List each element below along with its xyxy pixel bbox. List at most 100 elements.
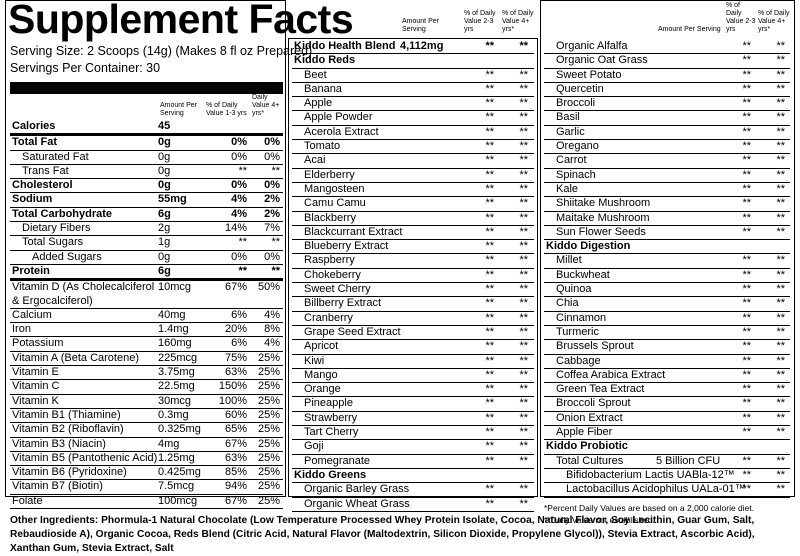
amount: 0g [158, 136, 171, 149]
nutrient-name: Apple Powder [304, 111, 373, 124]
daily-value: ** [519, 283, 528, 296]
daily-value: 63% [224, 451, 247, 464]
column-3: Amount Per Serving % of Daily Value 2-3 y… [544, 2, 790, 526]
nutrient-row: Pineapple ** ** [292, 397, 534, 412]
daily-value: ** [485, 426, 494, 439]
nutrient-row: Broccoli ** ** [544, 97, 790, 112]
amount: 55mg [158, 193, 187, 206]
nutrient-row: Iron 1.4mg 20% 8% [10, 323, 283, 338]
daily-value: 4% [264, 308, 280, 321]
daily-value: ** [485, 225, 494, 238]
daily-value: ** [519, 225, 528, 238]
nutrient-name: Vitamin B5 (Pantothenic Acid) [12, 451, 158, 464]
nutrient-row: Orange ** ** [292, 383, 534, 398]
nutrient-row: Apple ** ** [292, 97, 534, 112]
nutrient-row: Shiitake Mushroom ** ** [544, 197, 790, 212]
amount: 40mg [158, 308, 186, 321]
amount: 100mcg [158, 494, 198, 507]
daily-value: ** [485, 397, 494, 410]
nutrient-row: Blackberry ** ** [292, 212, 534, 226]
daily-value: ** [776, 411, 785, 424]
nutrient-name: Vitamin B3 (Niacin) [12, 437, 106, 450]
nutrient-row: Apricot ** ** [292, 340, 534, 355]
daily-value: 0% [231, 150, 247, 163]
nutrient-name: Maitake Mushroom [556, 211, 650, 224]
nutrient-row: Vitamin B1 (Thiamine) 0.3mg 60% 25% [10, 408, 283, 424]
nutrient-name: Blackberry [304, 211, 356, 224]
daily-value: ** [776, 54, 785, 67]
daily-value: ** [519, 168, 528, 181]
nutrient-row: Blueberry Extract ** ** [292, 240, 534, 255]
nutrient-name: Acai [304, 154, 326, 167]
daily-value: ** [485, 197, 494, 210]
nutrient-row: Total Sugars 1g ** ** [10, 236, 283, 251]
nutrient-row: Brussels Sprout ** ** [544, 340, 790, 355]
daily-value: 94% [224, 480, 247, 493]
nutrient-row: Total Cultures 5 Billion CFU ** ** [544, 455, 790, 469]
daily-value: ** [519, 240, 528, 253]
daily-value: ** [742, 454, 751, 467]
nutrient-row: Onion Extract ** ** [544, 411, 790, 427]
nutrient-name: Cholesterol [12, 179, 73, 192]
daily-value: ** [519, 354, 528, 367]
nutrient-name: Total Carbohydrate [12, 207, 113, 220]
daily-value: ** [742, 483, 751, 496]
amount: 30mcg [158, 394, 192, 407]
rows: Kiddo Health Blend 4,112mg ** ** Kiddo Reds B… [292, 40, 534, 512]
nutrient-name: Kiddo Greens [294, 468, 367, 481]
amount: 0g [158, 179, 171, 192]
nutrient-row: Acai ** ** [292, 154, 534, 169]
nutrient-name: Organic Barley Grass [304, 483, 410, 496]
column-1: Amount Per Serving % of Daily Value 1-3 y… [10, 86, 283, 510]
daily-value: ** [519, 340, 528, 353]
nutrient-row: Protein 6g ** ** [10, 264, 283, 282]
daily-value: ** [776, 468, 785, 481]
nutrient-row: Sweet Potato ** ** [544, 69, 790, 83]
nutrient-row: Vitamin E 3.75mg 63% 25% [10, 366, 283, 381]
column-header: % of Daily Value 4+ yrs* [758, 10, 790, 33]
daily-value: ** [485, 440, 494, 453]
daily-value: ** [776, 182, 785, 195]
nutrient-row: Sodium 55mg 4% 2% [10, 193, 283, 208]
daily-value: ** [742, 397, 751, 410]
nutrient-name: Sweet Cherry [304, 283, 371, 296]
daily-value: 25% [257, 366, 280, 379]
daily-value: ** [519, 111, 528, 124]
nutrient-name: Added Sugars [32, 250, 102, 263]
daily-value: ** [742, 54, 751, 67]
daily-value: 0% [231, 136, 247, 149]
nutrient-name: Vitamin B7 (Biotin) [12, 480, 103, 493]
nutrient-row: Total Fat 0g 0% 0% [10, 136, 283, 151]
amount: 1.4mg [158, 323, 189, 336]
daily-value: ** [776, 168, 785, 181]
nutrient-name: Iron [12, 323, 31, 336]
nutrient-row: Sun Flower Seeds ** ** [544, 225, 790, 241]
divider-bar [10, 82, 283, 94]
daily-value: ** [519, 197, 528, 210]
nutrient-row: Strawberry ** ** [292, 412, 534, 427]
daily-value: 25% [257, 451, 280, 464]
title: Supplement Facts [8, 0, 354, 42]
nutrient-row: Cinnamon ** ** [544, 312, 790, 326]
nutrient-row: Quercetin ** ** [544, 83, 790, 98]
nutrient-row: Trans Fat 0g ** ** [10, 164, 283, 180]
daily-value: ** [485, 368, 494, 381]
daily-value: 8% [264, 323, 280, 336]
daily-value: ** [485, 268, 494, 281]
amount: 22.5mg [158, 380, 195, 393]
nutrient-name: Folate [12, 494, 43, 507]
daily-value: ** [519, 68, 528, 81]
column-header: % of Daily Value 1-3 yrs [206, 102, 247, 117]
nutrient-name: Vitamin B1 (Thiamine) [12, 408, 121, 421]
nutrient-row: Chokeberry ** ** [292, 268, 534, 284]
daily-value: ** [742, 40, 751, 52]
nutrient-row: Turmeric ** ** [544, 326, 790, 341]
nutrient-name: Trans Fat [22, 164, 69, 177]
nutrient-name: Sun Flower Seeds [556, 225, 646, 238]
nutrient-name: Garlic [556, 125, 585, 138]
daily-value: ** [485, 311, 494, 324]
amount: 6g [158, 264, 171, 277]
nutrient-row: Organic Wheat Grass ** ** [292, 498, 534, 512]
nutrient-name: Elderberry [304, 168, 355, 181]
nutrient-row: Spinach ** ** [544, 169, 790, 183]
